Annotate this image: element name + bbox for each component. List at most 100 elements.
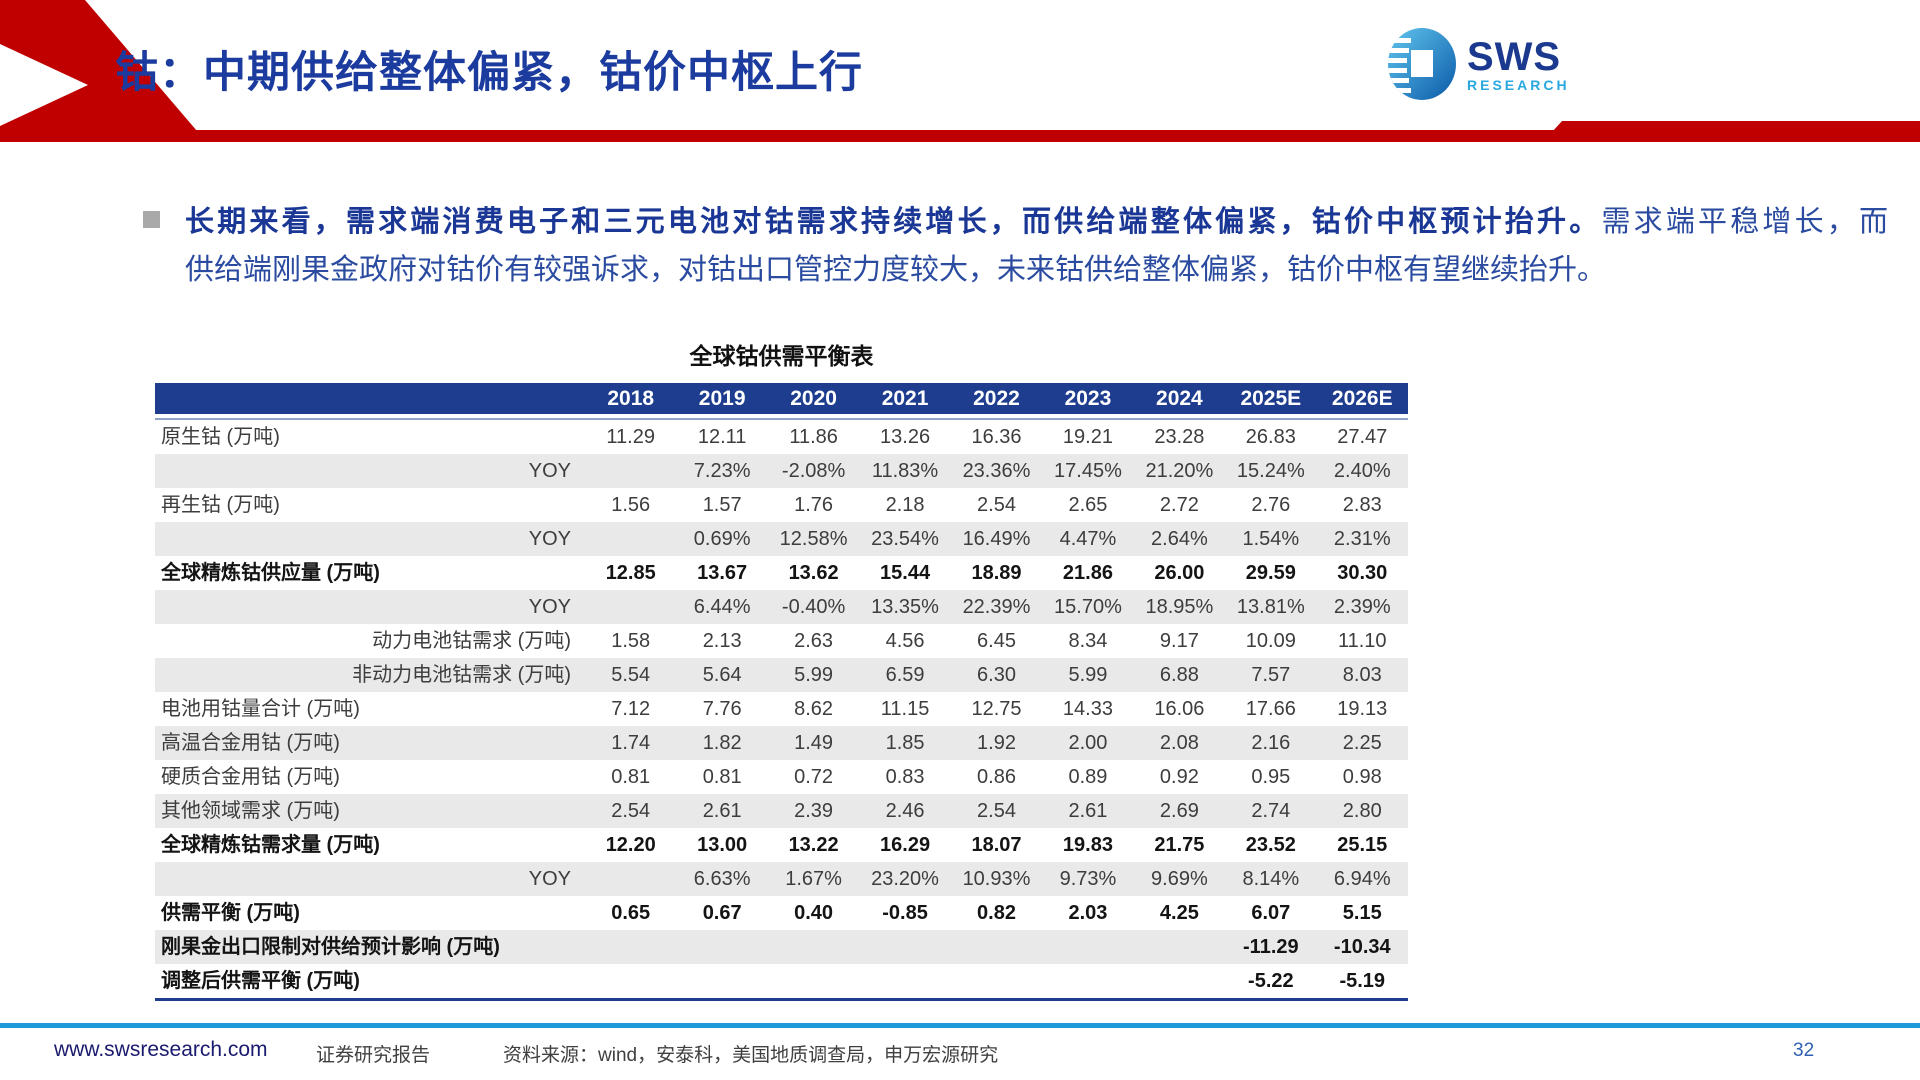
row-label: 供需平衡 (万吨)	[161, 902, 300, 924]
cell-value: 16.49%	[962, 528, 1031, 550]
cell-value: 18.07	[971, 834, 1022, 856]
table-body: 原生钴 (万吨) 11.29 12.11 11.86 13.26 16.36 19.21 23…	[155, 420, 1408, 998]
row-label: YOY	[528, 596, 571, 618]
cell-value: 11.83%	[871, 460, 939, 482]
cell-value: 2.03	[1068, 902, 1108, 924]
cell-value: 0.69%	[693, 528, 751, 550]
bullet-line-2: 供给端刚果金政府对钴价有较强诉求，对钴出口管控力度较大，未来钴供给整体偏紧，钴价…	[185, 254, 1607, 286]
cell-value: 1.49	[794, 732, 834, 754]
cell-value: 2.76	[1251, 494, 1291, 516]
bullet-square-icon	[143, 211, 160, 228]
cell-value: 0.83	[885, 766, 925, 788]
cell-value: 6.30	[977, 664, 1016, 686]
cell-value: 10.09	[1245, 630, 1296, 652]
cell-value: 2.83	[1342, 494, 1382, 516]
cell-value: 9.73%	[1059, 868, 1117, 890]
cell-value: 7.57	[1251, 664, 1291, 686]
table-header-year: 2020	[790, 387, 837, 410]
cell-value	[585, 964, 676, 998]
sws-logo: SWS RESEARCH	[1385, 26, 1570, 102]
cell-value: -2.08%	[781, 460, 846, 482]
cell-value: 18.89	[971, 562, 1022, 584]
table-row: YOY 7.23% -2.08% 11.83% 23.36% 17.45% 21.20% 15…	[155, 454, 1408, 488]
table-row: 再生钴 (万吨) 1.56 1.57 1.76 2.18 2.54 2.65 2.72 2.76…	[155, 488, 1408, 522]
cell-value: 16.06	[1154, 698, 1205, 720]
cell-value	[859, 964, 950, 998]
table-header-separator	[155, 414, 1408, 420]
cell-value: 0.67	[702, 902, 742, 924]
cell-value: 23.20%	[871, 868, 939, 890]
footer-site-link[interactable]: www.swsresearch.com	[54, 1038, 268, 1061]
cell-value: 21.86	[1062, 562, 1113, 584]
cell-value: 18.95%	[1145, 596, 1214, 618]
cell-value: 25.15	[1337, 834, 1388, 856]
sws-globe-icon	[1388, 28, 1456, 100]
row-label: 再生钴 (万吨)	[161, 494, 280, 516]
cell-value: 2.40%	[1333, 460, 1391, 482]
cell-value: 2.18	[885, 494, 925, 516]
cell-value: 2.13	[702, 630, 742, 652]
cell-value: 21.20%	[1145, 460, 1214, 482]
cell-value: 8.34	[1068, 630, 1108, 652]
cell-value: 6.59	[885, 664, 925, 686]
cell-value: 14.33	[1062, 698, 1113, 720]
cell-value: 17.45%	[1054, 460, 1122, 482]
table-row: 全球精炼钴需求量 (万吨) 12.20 13.00 13.22 16.29 18.07 19…	[155, 828, 1408, 862]
cell-value: 1.74	[611, 732, 651, 754]
row-label: YOY	[528, 528, 571, 550]
cell-value: 13.26	[880, 426, 931, 448]
row-label: 高温合金用钴 (万吨)	[161, 732, 340, 754]
cell-value: 7.76	[702, 698, 742, 720]
table-row: 非动力电池钴需求 (万吨) 5.54 5.64 5.99 6.59 6.30 5.99 6.8…	[155, 658, 1408, 692]
row-label: 非动力电池钴需求 (万吨)	[352, 664, 571, 686]
cell-value: -11.29	[1243, 936, 1299, 958]
bullet-text: 长期来看，需求端消费电子和三元电池对钴需求持续增长，而供给端整体偏紧，钴价中枢预…	[185, 198, 1888, 294]
table-header-year: 2023	[1064, 387, 1112, 410]
table-row: 调整后供需平衡 (万吨) -5.22 -5.19	[155, 964, 1408, 998]
cell-value: 11.10	[1337, 630, 1387, 652]
cell-value: 0.81	[611, 766, 651, 788]
cell-value: 13.22	[788, 834, 839, 856]
cell-value: 2.54	[611, 800, 651, 822]
cell-value	[1134, 964, 1225, 998]
cell-value: 0.81	[702, 766, 742, 788]
row-label: 动力电池钴需求 (万吨)	[372, 630, 571, 652]
table-row: 全球精炼钴供应量 (万吨) 12.85 13.67 13.62 15.44 18.89 21…	[155, 556, 1408, 590]
cell-value: 6.07	[1251, 902, 1291, 924]
cell-value: 1.58	[611, 630, 651, 652]
cell-value: 2.54	[977, 800, 1016, 822]
cell-value: 0.40	[794, 902, 834, 924]
cell-value: 12.85	[605, 562, 656, 584]
cell-value: 2.65	[1068, 494, 1108, 516]
cell-value: 2.39%	[1333, 596, 1391, 618]
cell-value	[585, 930, 676, 964]
cell-value: 4.25	[1159, 902, 1199, 924]
red-banner-decoration	[0, 0, 1920, 142]
table-header-year: 2026E	[1331, 387, 1393, 410]
cell-value: 5.99	[1068, 664, 1108, 686]
cell-value: 15.44	[880, 562, 931, 584]
footer-source: 资料来源：wind，安泰科，美国地质调查局，申万宏源研究	[503, 1045, 999, 1066]
cell-value: 7.23%	[693, 460, 751, 482]
cell-value: 2.16	[1251, 732, 1291, 754]
table-header-year: 2022	[973, 387, 1020, 410]
row-label: 硬质合金用钴 (万吨)	[161, 766, 340, 788]
cell-value: -5.19	[1339, 970, 1386, 992]
cell-value: 15.24%	[1236, 460, 1305, 482]
cell-value: 0.89	[1068, 766, 1108, 788]
cell-value: 2.74	[1251, 800, 1291, 822]
row-label: 原生钴 (万吨)	[161, 426, 280, 448]
cell-value	[768, 964, 859, 998]
cell-value: 10.93%	[962, 868, 1031, 890]
footer-report-type: 证券研究报告	[316, 1045, 431, 1066]
cell-value	[951, 964, 1042, 998]
cell-value: 7.12	[611, 698, 651, 720]
cell-value: 13.00	[697, 834, 748, 856]
cell-value: 6.63%	[693, 868, 751, 890]
cell-value: 11.15	[880, 698, 930, 720]
logo-research-label: RESEARCH	[1467, 76, 1570, 93]
cell-value: 9.17	[1159, 630, 1199, 652]
table-title: 全球钴供需平衡表	[689, 343, 874, 369]
cell-value: 11.29	[606, 426, 655, 448]
